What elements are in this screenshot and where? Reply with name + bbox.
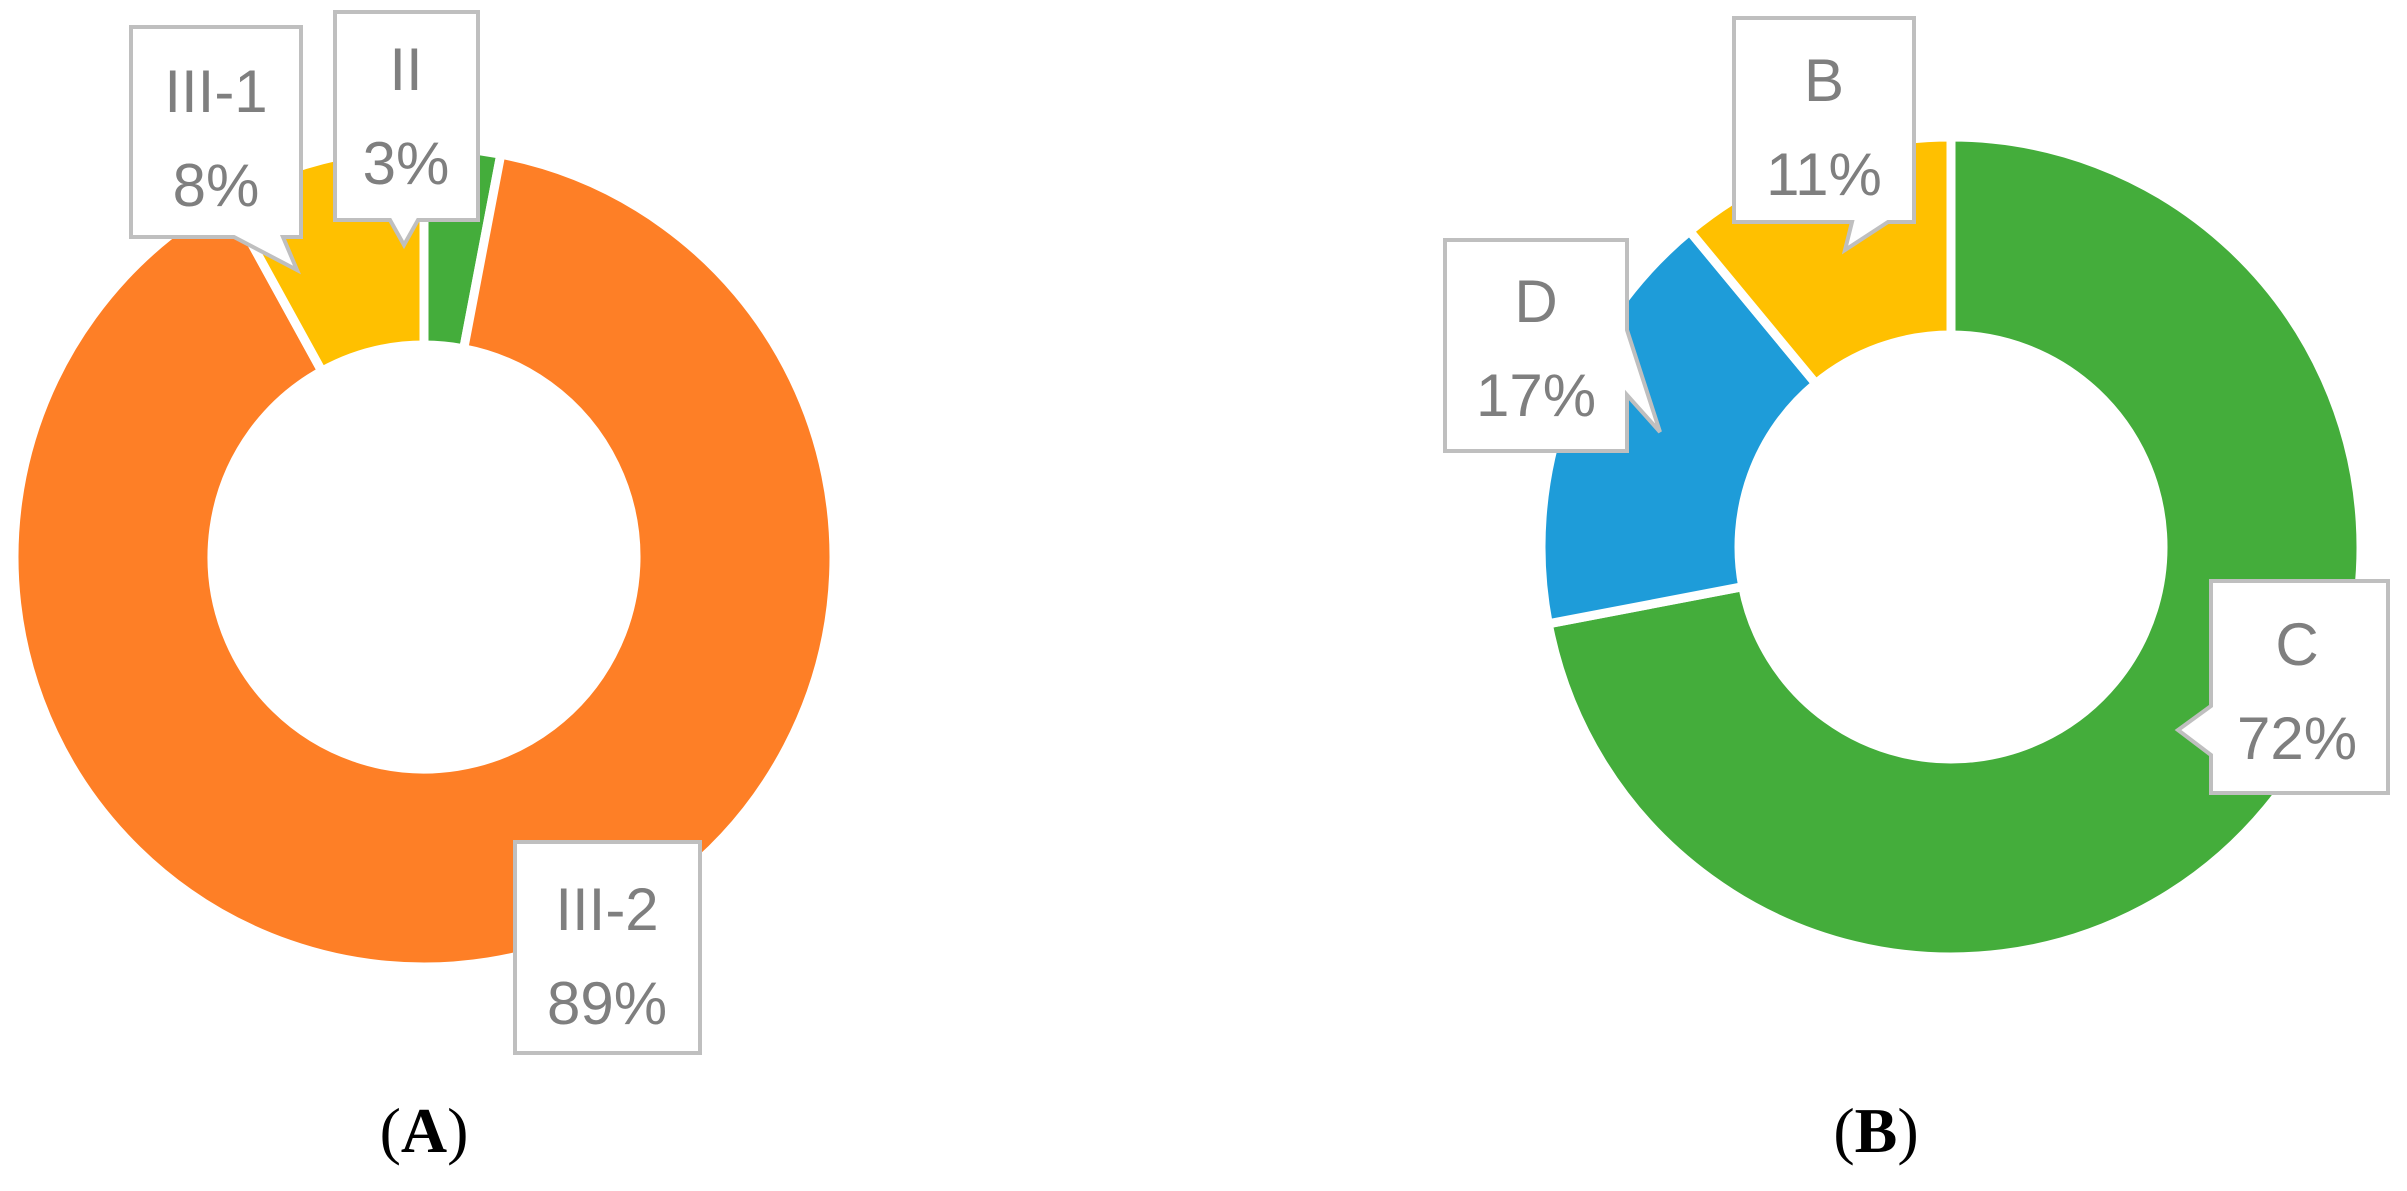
callout-iii-1-value: 8% (173, 152, 260, 219)
donut-slice-iii-2 (9, 148, 839, 972)
callout-c: C 72% (2174, 579, 2390, 795)
callout-c-box (2174, 579, 2390, 795)
callout-iii-2-value: 89% (547, 970, 667, 1037)
donut-slice-c (1542, 132, 2366, 962)
donut-b-slices (1536, 132, 2366, 962)
callout-b-label: B (1804, 47, 1844, 114)
callout-ii: II 3% (333, 10, 480, 250)
donut-a-slices (9, 142, 839, 972)
callout-iii-1-box (129, 25, 303, 275)
panel-label-b: (B) (1833, 1095, 1918, 1166)
donut-chart-a: II 3% III-1 8% III-2 89% (A) (9, 10, 839, 1166)
callout-iii-1-label: III-1 (164, 58, 267, 125)
callout-iii-2-box (513, 840, 702, 1055)
callout-d-value: 17% (1476, 362, 1596, 429)
callout-c-label: C (2275, 611, 2318, 678)
callout-b-box (1732, 16, 1916, 255)
callout-c-value: 72% (2237, 705, 2357, 772)
callout-iii-1: III-1 8% (129, 25, 303, 275)
panel-label-a: (A) (380, 1095, 469, 1166)
callout-ii-label: II (389, 36, 422, 103)
callout-d: D 17% (1443, 238, 1662, 453)
callout-b: B 11% (1732, 16, 1916, 255)
callout-ii-box (333, 10, 480, 250)
panel-letter-a: A (401, 1095, 447, 1166)
donut-chart-b: B 11% D 17% C 72% (B) (1443, 16, 2390, 1166)
callout-ii-value: 3% (363, 130, 450, 197)
callout-iii-2-label: III-2 (555, 876, 658, 943)
callout-d-label: D (1514, 268, 1557, 335)
callout-b-value: 11% (1766, 141, 1882, 208)
callout-d-box (1443, 238, 1662, 453)
panel-letter-b: B (1855, 1095, 1898, 1166)
callout-iii-2: III-2 89% (513, 840, 702, 1055)
